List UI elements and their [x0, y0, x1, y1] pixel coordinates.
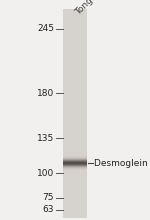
Text: 75: 75 — [42, 193, 54, 202]
Text: 100: 100 — [37, 169, 54, 178]
Text: 180: 180 — [37, 89, 54, 98]
Text: 63: 63 — [42, 205, 54, 214]
Text: 135: 135 — [37, 134, 54, 143]
Text: 245: 245 — [37, 24, 54, 33]
Text: Tongue: Tongue — [74, 0, 103, 17]
Text: Desmoglein 3: Desmoglein 3 — [94, 159, 150, 168]
Bar — [63, 9, 87, 218]
